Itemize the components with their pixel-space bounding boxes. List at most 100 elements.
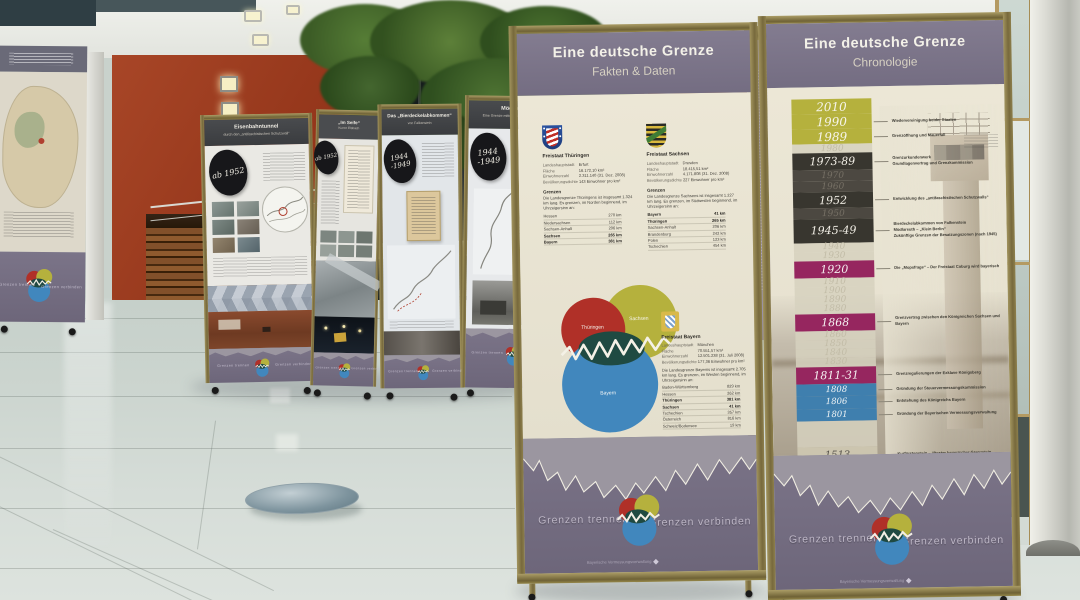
timeline-label: Grenzöffnung und Mauerfall: [891, 131, 946, 138]
document-text-lines: [347, 150, 371, 209]
floor-reflection: [276, 434, 298, 451]
footer-slogan-left: Grenzen trennen: [217, 363, 250, 368]
footer-map-edge: [384, 355, 460, 363]
imprint-text: Bayerische Vermessungsverwaltung: [839, 577, 905, 584]
panel-header: „Im Seife“ Kurort Elsbach: [318, 114, 380, 140]
panel-body: [0, 71, 88, 253]
timeline-year: 1973-89: [792, 152, 873, 171]
timeline-label: Gründung der Bayerischen Vermessungsverw…: [896, 408, 997, 416]
arms-rue-band: [646, 123, 667, 146]
map-marker: [38, 137, 45, 145]
timeline-label: Grenzregulierungen der Exklave Königsber…: [896, 369, 981, 376]
border-logo-icon: [338, 363, 351, 379]
banner-footer: Grenzen trennen Grenzen verbinden Bayeri…: [522, 435, 759, 574]
caster-wheel: [386, 392, 394, 400]
panel-footer: Grenzen trennen Grenzen verbinden: [384, 354, 466, 389]
coat-of-arms-sachsen: [646, 123, 667, 148]
timeline-label: Zukünftige Grenzen der Besatzungszonen (…: [893, 230, 997, 238]
timeline-year: 2010: [791, 98, 872, 115]
exhibit-panel-im-seife: „Im Seife“ Kurort Elsbach ab 1952: [310, 109, 384, 402]
caster-wheel: [313, 389, 321, 397]
timeline-labels: Gründung der Steuervermessungskommission: [896, 384, 1008, 392]
border-logo-icon: [255, 358, 270, 377]
footer-imprint: Bayerische Vermessungsverwaltung: [586, 558, 660, 565]
header-text-lines: [9, 52, 74, 66]
imprint-text: Bayerische Vermessungsverwaltung: [586, 558, 652, 565]
timeline-year: 1920: [794, 259, 875, 279]
arms-star: [543, 135, 546, 138]
leader-line: [878, 373, 893, 376]
banner-title: Eine deutsche Grenze: [803, 33, 966, 53]
banner-footer: Grenzen trennen Grenzen verbinden Bayeri…: [773, 451, 1013, 591]
arms-star: [559, 135, 562, 138]
large-photo: [314, 253, 383, 318]
facade-frame: [995, 118, 1034, 121]
photo-thumb: [212, 237, 235, 253]
timeline-label: Grundlagenvertrag und Grenzkommission: [892, 159, 973, 166]
facts-list: Landeshauptstadt München Fläche 70.551,57 k…: [661, 341, 753, 365]
leader-line: [878, 401, 893, 403]
panel-header: Das „Bierdeckelabkommen“ von Falkenstein: [381, 108, 458, 136]
sign-detail: [333, 332, 347, 343]
column-text-lines: [421, 142, 455, 177]
night-light: [358, 329, 362, 333]
state-name: Freistaat Sachsen: [646, 151, 690, 158]
timeline-labels: Wiedervereinigung beider Staaten: [892, 115, 1004, 123]
caster-wheel: [466, 389, 475, 397]
panel-floor-shadow: [515, 578, 765, 600]
timeline-labels: Grenzregulierungen der Exklave Königsber…: [896, 369, 1008, 377]
banner-body: 2010 1990 Wiedervereinigung beider Staaten…: [767, 83, 1011, 457]
footer-map-edge: [314, 352, 374, 360]
grenzen-intro: Die Landesgrenze Bayerns ist insgesamt 2…: [661, 366, 746, 383]
banner-header: Eine deutsche Grenze Chronologie: [765, 19, 1005, 89]
photo-thumb: [355, 245, 373, 258]
panel-header: [0, 45, 88, 73]
side-panel-edge: [86, 52, 104, 320]
coat-of-arms-bayern: [660, 311, 680, 332]
timeline-year: 1990: [791, 113, 872, 130]
state-name: Freistaat Bayern: [661, 334, 701, 341]
arms-lozenges: [665, 315, 676, 329]
document-text-lines: [411, 196, 436, 236]
timeline-label: Grenzvertrag zwischen den Königreichen S…: [895, 313, 1000, 326]
banner: Eine deutsche Grenze Chronologie: [765, 19, 1013, 591]
fact-row: Bevölkerungsdichte 143 Einwohner pro km²: [542, 178, 621, 185]
leader-line: [874, 160, 889, 162]
exhibit-panel-far-left: Grenzen trennen Grenzen verbinden: [0, 45, 91, 339]
panel-footer: Grenzen trennen Grenzen verbinden: [313, 352, 384, 387]
floor-tile-line: [0, 568, 520, 569]
timeline-year: 1811-31: [795, 365, 877, 385]
caster-wheel: [528, 593, 536, 600]
footer-slogan-left: Grenzen trennen: [315, 365, 345, 370]
caster-wheel: [211, 386, 219, 395]
leader-line: [877, 320, 892, 323]
footer-imprint: Bayerische Vermessungsverwaltung: [839, 577, 913, 584]
map-detail-circle: [261, 185, 309, 233]
caption-lines: [213, 255, 308, 278]
photo-thumb: [211, 201, 235, 217]
banner-subtitle: Chronologie: [852, 54, 918, 70]
timeline: 2010 1990 Wiedervereinigung beider Staaten…: [791, 96, 1008, 457]
leader-line: [876, 267, 891, 270]
panel-body: ab 1952: [204, 143, 312, 287]
night-photo: [313, 316, 375, 354]
footer-slogan-right: Grenzen verbinden: [275, 361, 312, 367]
year-text: ab 1952: [211, 165, 246, 181]
ceiling-slot: [96, 0, 256, 12]
venn-label-sachsen: Sachsen: [629, 316, 649, 322]
timeline-year: 1989: [791, 128, 873, 145]
panel-subtitle: durch den „antifaschistischen Schutzwall…: [223, 131, 290, 137]
border-map-line: [386, 244, 456, 320]
timeline-labels: Bierdeckelabkommen von Falkenstein Mödlar…: [893, 219, 1005, 239]
document-card: [406, 190, 441, 242]
pillar-base: [1026, 540, 1080, 556]
timeline-labels: Die „Mopsfrage“ – Der Freistaat Coburg w…: [894, 263, 1006, 271]
caster-wheel: [68, 328, 76, 336]
caster-wheel: [363, 392, 371, 400]
photo-detail: [262, 326, 271, 332]
photo-thumb: [237, 218, 260, 235]
exhibit-panel-eisenbahntunnel: Eisenbahntunnel durch den „antifaschisti…: [200, 112, 318, 401]
photo-thumb: [320, 230, 337, 243]
caster-wheel: [1000, 595, 1008, 600]
